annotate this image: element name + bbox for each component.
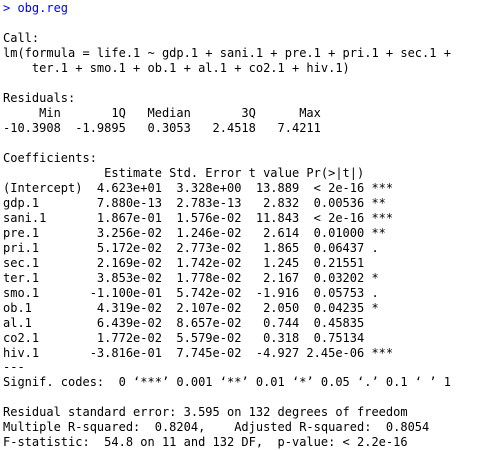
coefficient-row: (Intercept) 4.623e+01 3.328e+00 13.889 <… [3, 181, 394, 195]
separator: --- [3, 360, 25, 374]
coefficient-row: sani.1 1.867e-01 1.576e-02 11.843 < 2e-1… [3, 211, 394, 225]
coefficient-row: gdp.1 7.880e-13 2.783e-13 2.832 0.00536 … [3, 196, 394, 210]
coefficient-row: co2.1 1.772e-02 5.579e-02 0.318 0.75134 [3, 331, 394, 345]
formula-line: ter.1 + smo.1 + ob.1 + al.1 + co2.1 + hi… [3, 61, 350, 75]
coefficients-header: Coefficients: [3, 151, 97, 165]
coefficient-row: pri.1 5.172e-02 2.773e-02 1.865 0.06437 … [3, 241, 394, 255]
residuals-header: Residuals: [3, 91, 76, 105]
coefficient-row: ob.1 4.319e-02 2.107e-02 2.050 0.04235 * [3, 301, 394, 315]
f-statistic: F-statistic: 54.8 on 11 and 132 DF, p-va… [3, 435, 408, 449]
call-header: Call: [3, 31, 40, 45]
coefficient-row: hiv.1 -3.816e-01 7.745e-02 -4.927 2.45e-… [3, 346, 394, 360]
coefficient-row: al.1 6.439e-02 8.657e-02 0.744 0.45835 [3, 316, 394, 330]
r-squared: Multiple R-squared: 0.8204, Adjusted R-s… [3, 420, 437, 434]
coefficient-row: ter.1 3.853e-02 1.778e-02 2.167 0.03202 … [3, 271, 394, 285]
signif-codes: Signif. codes: 0 ‘***’ 0.001 ‘**’ 0.01 ‘… [3, 375, 451, 389]
formula-line: lm(formula = life.1 ~ gdp.1 + sani.1 + p… [3, 46, 451, 60]
coefficient-row: smo.1 -1.100e-01 5.742e-02 -1.916 0.0575… [3, 286, 394, 300]
coefficient-row: pre.1 3.256e-02 1.246e-02 2.614 0.01000 … [3, 226, 394, 240]
residuals-labels: Min 1Q Median 3Q Max [3, 106, 321, 120]
command-line: > obg.reg [3, 1, 69, 15]
residual-standard-error: Residual standard error: 3.595 on 132 de… [3, 405, 408, 419]
coefficient-row: sec.1 2.169e-02 1.742e-02 1.245 0.21551 [3, 256, 394, 270]
residuals-values: -10.3908 -1.9895 0.3053 2.4518 7.4211 [3, 121, 321, 135]
coefficients-column-headers: Estimate Std. Error t value Pr(>|t|) [3, 166, 394, 180]
